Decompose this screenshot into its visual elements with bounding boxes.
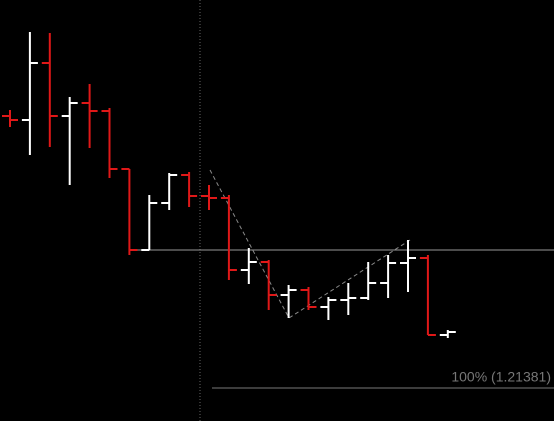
zigzag-line <box>209 169 411 319</box>
fib-label: 100% (1.21381) <box>451 369 551 385</box>
